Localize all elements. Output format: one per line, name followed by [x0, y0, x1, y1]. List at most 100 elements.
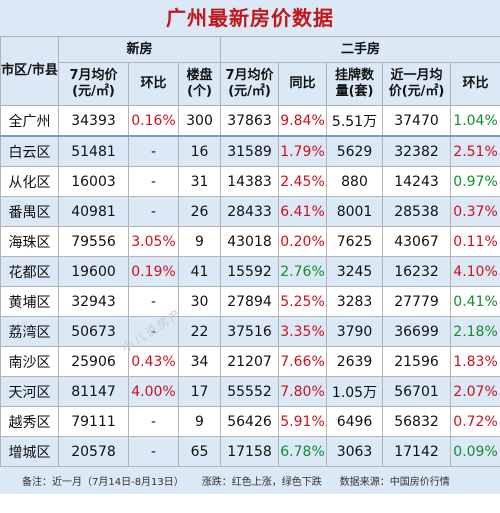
- cell-sh-yoy: 5.25%: [278, 286, 328, 317]
- cell-sh-price: 27894: [220, 286, 280, 317]
- cell-sh-mom: 0.11%: [450, 226, 500, 257]
- header-new-mom: 环比: [128, 62, 179, 106]
- cell-sh-yoy: 1.79%: [278, 135, 328, 167]
- cell-recent-price: 43067: [382, 226, 452, 257]
- cell-district: 从化区: [0, 166, 59, 197]
- cell-recent-price: 28538: [382, 196, 452, 227]
- cell-new-price: 32943: [58, 286, 129, 317]
- cell-sh-price: 37863: [220, 105, 280, 137]
- cell-projects: 31: [177, 166, 222, 197]
- cell-projects: 16: [177, 135, 222, 167]
- header-new-projects: 楼盘 (个): [177, 62, 222, 106]
- header-new-house: 新房: [57, 36, 222, 63]
- header-second-hand: 二手房: [220, 36, 500, 63]
- cell-district: 海珠区: [0, 226, 59, 257]
- cell-projects: 30: [177, 286, 222, 317]
- cell-projects: 34: [177, 346, 222, 377]
- header-sh-mom: 环比: [450, 62, 500, 106]
- cell-new-mom: -: [128, 316, 179, 347]
- cell-listings: 5.51万: [326, 105, 384, 137]
- cell-sh-mom: 0.72%: [450, 406, 500, 437]
- cell-listings: 6496: [326, 406, 384, 437]
- table-body: 全广州 34393 0.16% 300 37863 9.84% 5.51万 37470 1.04…: [0, 105, 500, 467]
- cell-projects: 9: [177, 406, 222, 437]
- cell-district: 番禺区: [0, 196, 59, 227]
- header-sh-yoy: 同比: [278, 62, 328, 106]
- cell-new-price: 19600: [58, 256, 129, 287]
- table-row: 黄埔区 32943-30 27894 5.25% 3283 27779 0.41%: [0, 286, 500, 317]
- cell-recent-price: 37470: [382, 105, 452, 137]
- cell-new-mom: 0.43%: [128, 346, 179, 377]
- cell-new-mom: 0.16%: [128, 105, 179, 137]
- footer-legend: 涨跌：红色上涨，绿色下跌: [201, 477, 322, 488]
- cell-sh-yoy: 2.45%: [278, 166, 328, 197]
- cell-projects: 26: [177, 196, 222, 227]
- cell-new-mom: 3.05%: [128, 226, 179, 257]
- cell-sh-yoy: 9.84%: [278, 105, 328, 137]
- footer: 备注：近一月（7月14日-8月13日） 涨跌：红色上涨，绿色下跌 数据来源：中国…: [0, 467, 500, 494]
- footer-note: 备注：近一月（7月14日-8月13日）: [22, 477, 184, 488]
- cell-sh-mom: 1.04%: [450, 105, 500, 137]
- cell-sh-mom: 2.07%: [450, 376, 500, 407]
- cell-district: 南沙区: [0, 346, 59, 377]
- cell-district: 荔湾区: [0, 316, 59, 347]
- cell-sh-price: 15592: [220, 256, 280, 287]
- cell-district: 增城区: [0, 436, 59, 467]
- cell-new-mom: -: [128, 436, 179, 467]
- cell-district: 花都区: [0, 256, 59, 287]
- cell-new-mom: -: [128, 286, 179, 317]
- cell-sh-yoy: 2.76%: [278, 256, 328, 287]
- cell-sh-price: 21207: [220, 346, 280, 377]
- cell-recent-price: 27779: [382, 286, 452, 317]
- cell-new-mom: -: [128, 196, 179, 227]
- cell-listings: 3790: [326, 316, 384, 347]
- cell-new-mom: 0.19%: [128, 256, 179, 287]
- table-row: 从化区 16003-31 14383 2.45% 880 14243 0.97%: [0, 166, 500, 197]
- table-row: 白云区 51481-16 31589 1.79% 5629 32382 2.51%: [0, 135, 500, 167]
- cell-new-price: 34393: [58, 105, 129, 137]
- cell-sh-price: 55552: [220, 376, 280, 407]
- cell-sh-mom: 2.51%: [450, 135, 500, 167]
- cell-projects: 300: [177, 105, 222, 137]
- table-row: 荔湾区 50673-22 37516 3.35% 3790 36699 2.18%: [0, 316, 500, 347]
- cell-sh-yoy: 3.35%: [278, 316, 328, 347]
- cell-new-mom: -: [128, 406, 179, 437]
- cell-district: 白云区: [0, 135, 59, 167]
- cell-new-price: 81147: [58, 376, 129, 407]
- cell-sh-mom: 0.37%: [450, 196, 500, 227]
- cell-sh-yoy: 7.80%: [278, 376, 328, 407]
- cell-new-price: 20578: [58, 436, 129, 467]
- table-row: 番禺区 40981-26 28433 6.41% 8001 28538 0.37%: [0, 196, 500, 227]
- cell-listings: 7625: [326, 226, 384, 257]
- cell-recent-price: 21596: [382, 346, 452, 377]
- header-row-columns: 7月均价 (元/㎡) 环比 楼盘 (个) 7月均价 (元/㎡) 同比 挂牌数 量…: [1, 62, 500, 106]
- cell-new-price: 40981: [58, 196, 129, 227]
- header-sh-listings: 挂牌数 量(套): [326, 62, 384, 106]
- table-row: 越秀区 79111-9 56426 5.91% 6496 56832 0.72%: [0, 406, 500, 437]
- cell-sh-yoy: 6.78%: [278, 436, 328, 467]
- cell-recent-price: 14243: [382, 166, 452, 197]
- cell-sh-mom: 2.18%: [450, 316, 500, 347]
- cell-sh-price: 37516: [220, 316, 280, 347]
- header-sh-recent-price: 近一月均 价(元/㎡): [382, 62, 452, 106]
- cell-new-price: 25906: [58, 346, 129, 377]
- table-row: 全广州 34393 0.16% 300 37863 9.84% 5.51万 37470 1.04…: [0, 105, 500, 137]
- price-table: 市区/市县 新房 二手房 7月均价 (元/㎡) 环比 楼盘 (个) 7月均价 (…: [0, 36, 500, 467]
- footer-source: 数据来源：中国房价行情: [339, 477, 450, 488]
- cell-listings: 5629: [326, 135, 384, 167]
- cell-district: 越秀区: [0, 406, 59, 437]
- cell-sh-yoy: 7.66%: [278, 346, 328, 377]
- cell-listings: 3245: [326, 256, 384, 287]
- cell-recent-price: 56701: [382, 376, 452, 407]
- cell-sh-price: 17158: [220, 436, 280, 467]
- cell-new-mom: 4.00%: [128, 376, 179, 407]
- header-new-price: 7月均价 (元/㎡): [58, 62, 129, 106]
- cell-new-price: 51481: [58, 135, 129, 167]
- cell-listings: 1.05万: [326, 376, 384, 407]
- cell-sh-mom: 0.09%: [450, 436, 500, 467]
- cell-listings: 8001: [326, 196, 384, 227]
- table-row: 南沙区 25906 0.43% 34 21207 7.66% 2639 21596 1.83%: [0, 346, 500, 377]
- header-sh-price: 7月均价 (元/㎡): [220, 62, 280, 106]
- cell-sh-price: 56426: [220, 406, 280, 437]
- cell-sh-mom: 4.10%: [450, 256, 500, 287]
